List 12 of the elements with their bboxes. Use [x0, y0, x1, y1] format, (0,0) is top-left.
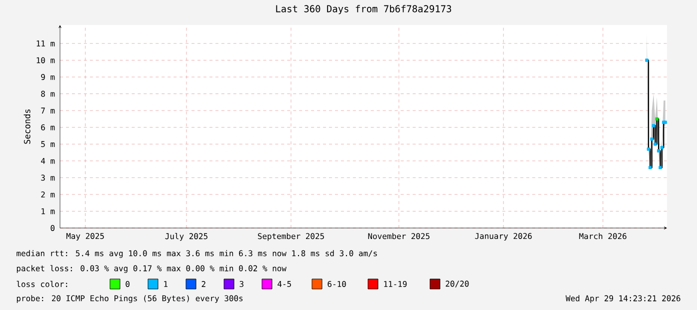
point — [646, 148, 650, 151]
chart-title: Last 360 Days from 7b6f78a29173 — [276, 5, 452, 14]
point — [645, 58, 648, 62]
y-axis-title: Seconds — [24, 109, 30, 144]
point — [654, 142, 657, 146]
point — [656, 149, 660, 152]
point — [648, 166, 652, 170]
point — [655, 117, 658, 121]
point — [650, 137, 654, 141]
point — [658, 166, 662, 170]
point — [660, 146, 664, 150]
point — [652, 124, 656, 128]
